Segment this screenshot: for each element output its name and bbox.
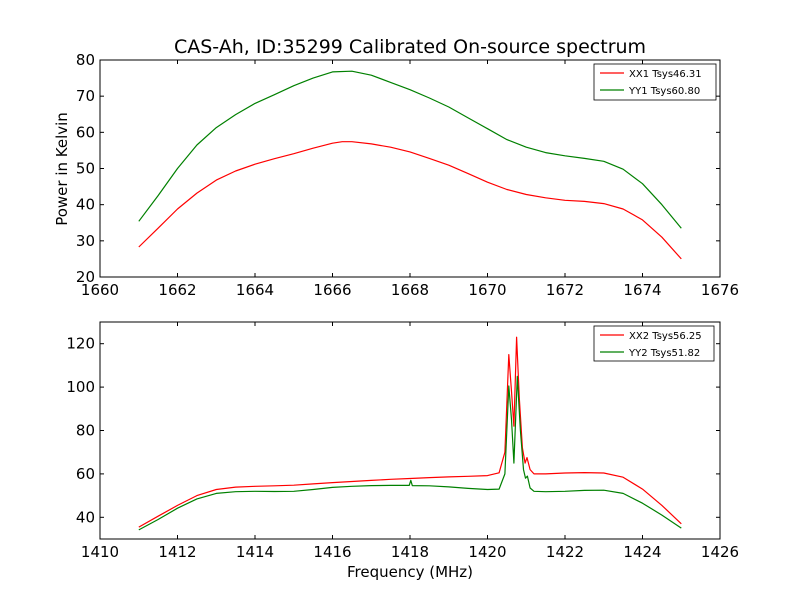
bottom-series-line-1 bbox=[138, 336, 682, 528]
bottom-y-tick-label: 60 bbox=[76, 465, 95, 483]
top-y-tick-label: 70 bbox=[76, 87, 95, 105]
top-y-tick-label: 60 bbox=[76, 123, 95, 141]
top-x-tick-label: 1672 bbox=[546, 281, 584, 299]
top-x-tick-label: 1666 bbox=[313, 281, 351, 299]
top-y-tick-label: 20 bbox=[76, 268, 95, 286]
bottom-axis-ticks: 1410 1412 1414 1416 1418 1420 1422 1424 1426 40 60… bbox=[66, 322, 739, 561]
top-legend-label-yy1: YY1 Tsys60.80 bbox=[628, 86, 700, 97]
bottom-x-tick-label: 1420 bbox=[468, 543, 506, 561]
top-panel: 1660 1662 1664 1666 1668 1670 1672 1674 1676 20 30… bbox=[53, 51, 739, 299]
bottom-x-tick-label: 1426 bbox=[701, 543, 739, 561]
top-legend-box bbox=[593, 63, 717, 101]
bottom-series-lines bbox=[138, 336, 682, 531]
bottom-y-tick-label: 40 bbox=[76, 508, 95, 526]
bottom-y-tick-label: 100 bbox=[66, 378, 95, 396]
bottom-x-axis-label: Frequency (MHz) bbox=[347, 563, 473, 581]
bottom-panel: 1410 1412 1414 1416 1418 1420 1422 1424 1426 40 60… bbox=[66, 321, 739, 581]
top-legend: XX1 Tsys46.31 YY1 Tsys60.80 bbox=[593, 63, 717, 101]
top-x-tick-label: 1662 bbox=[158, 281, 196, 299]
bottom-x-tick-label: 1416 bbox=[313, 543, 351, 561]
top-x-tick-label: 1668 bbox=[391, 281, 429, 299]
bottom-y-tick-label: 80 bbox=[76, 422, 95, 440]
top-series-line-2 bbox=[138, 70, 682, 229]
top-y-axis-label: Power in Kelvin bbox=[53, 112, 71, 226]
bottom-y-tick-label: 120 bbox=[66, 335, 95, 353]
top-x-tick-label: 1676 bbox=[701, 281, 739, 299]
bottom-legend: XX2 Tsys56.25 YY2 Tsys51.82 bbox=[593, 325, 715, 362]
bottom-x-tick-label: 1418 bbox=[391, 543, 429, 561]
top-legend-label-xx1: XX1 Tsys46.31 bbox=[629, 69, 702, 80]
top-x-tick-label: 1664 bbox=[236, 281, 274, 299]
bottom-legend-box bbox=[593, 325, 715, 362]
top-x-tick-label: 1670 bbox=[468, 281, 506, 299]
bottom-x-tick-label: 1412 bbox=[158, 543, 196, 561]
bottom-series-line-2 bbox=[138, 375, 682, 531]
chart-title: CAS-Ah, ID:35299 Calibrated On-source sp… bbox=[174, 36, 646, 58]
bottom-x-tick-label: 1424 bbox=[623, 543, 661, 561]
top-x-tick-label: 1660 bbox=[81, 281, 119, 299]
top-y-tick-label: 30 bbox=[76, 232, 95, 250]
bottom-x-tick-label: 1422 bbox=[546, 543, 584, 561]
bottom-x-tick-label: 1414 bbox=[236, 543, 274, 561]
bottom-legend-label-xx2: XX2 Tsys56.25 bbox=[629, 331, 702, 342]
top-x-tick-label: 1674 bbox=[623, 281, 661, 299]
top-y-tick-label: 80 bbox=[76, 51, 95, 69]
bottom-legend-label-yy2: YY2 Tsys51.82 bbox=[628, 348, 700, 359]
top-y-tick-label: 40 bbox=[76, 196, 95, 214]
top-axis-ticks: 1660 1662 1664 1666 1668 1670 1672 1674 1676 20 30… bbox=[76, 51, 739, 299]
top-y-tick-label: 50 bbox=[76, 160, 95, 178]
bottom-x-tick-label: 1410 bbox=[81, 543, 119, 561]
top-series-line-1 bbox=[138, 141, 682, 260]
top-series-lines bbox=[138, 70, 682, 260]
